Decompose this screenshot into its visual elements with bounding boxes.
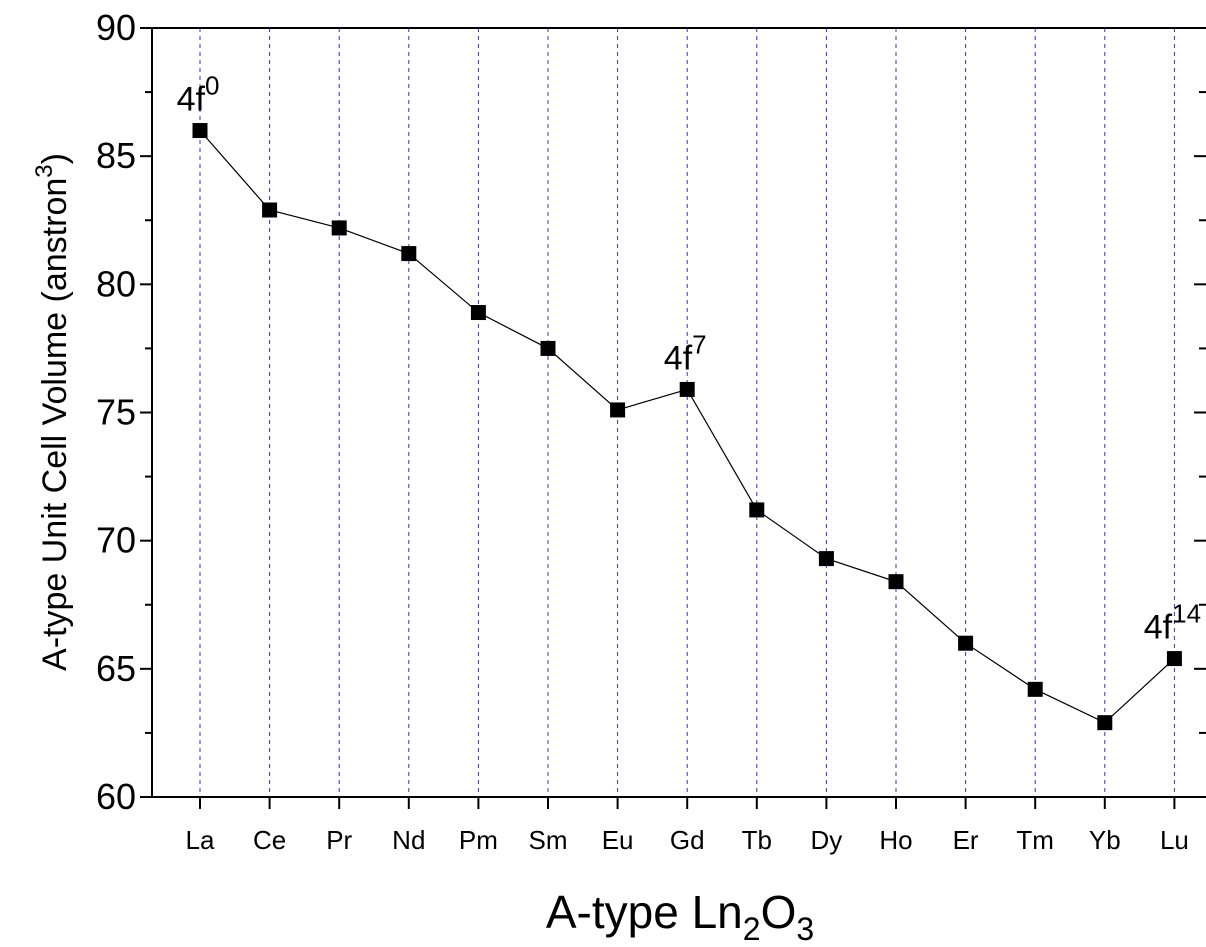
data-point-Ce [262, 202, 278, 218]
xtick-label-Tm: Tm [1016, 825, 1054, 855]
xtick-label-Er: Er [953, 825, 979, 855]
xtick-label-La: La [186, 825, 215, 855]
ytick-label-90: 90 [96, 7, 136, 48]
ytick-label-60: 60 [96, 776, 136, 817]
ytick-label-75: 75 [96, 392, 136, 433]
tick-marks [140, 27, 1206, 809]
xtick-label-Eu: Eu [602, 825, 634, 855]
data-point-Dy [818, 551, 834, 567]
series-line-0 [199, 130, 1175, 724]
ytick-label-70: 70 [96, 520, 136, 561]
data-point-Er [958, 635, 974, 651]
x-tick-labels: La Ce Pr Nd Pm Sm Eu Gd Tb Dy Ho Er Tm Yb Lu [186, 825, 1189, 855]
xtick-label-Pr: Pr [326, 825, 352, 855]
data-point-Pr [331, 220, 347, 236]
xtick-label-Dy: Dy [811, 825, 843, 855]
y-tick-labels: 60 65 70 75 80 85 90 [96, 7, 136, 817]
axes [151, 27, 1206, 798]
annotation-Gd: 4f7 [664, 329, 707, 377]
xtick-label-Gd: Gd [670, 825, 705, 855]
data-point-Nd [401, 246, 417, 262]
xtick-label-Nd: Nd [392, 825, 425, 855]
data-point-Gd [679, 381, 695, 397]
annotation-La: 4f0 [177, 71, 220, 119]
xtick-label-Lu: Lu [1160, 825, 1189, 855]
data-point-Pm [470, 305, 486, 321]
ytick-label-65: 65 [96, 648, 136, 689]
series-group [192, 123, 1182, 731]
data-point-Yb [1097, 715, 1113, 731]
ytick-label-80: 80 [96, 263, 136, 304]
xtick-label-Ce: Ce [253, 825, 286, 855]
xtick-label-Tb: Tb [742, 825, 772, 855]
xtick-label-Sm: Sm [529, 825, 568, 855]
data-point-Tm [1027, 681, 1043, 697]
xtick-label-Pm: Pm [459, 825, 498, 855]
data-point-Ho [888, 574, 904, 590]
data-point-Eu [610, 402, 626, 418]
annotations: 4f0 4f7 4f14 [177, 71, 1201, 647]
annotation-Lu: 4f14 [1144, 599, 1201, 647]
vertical-gridlines [199, 28, 1175, 797]
xtick-label-Yb: Yb [1089, 825, 1121, 855]
data-point-Tb [749, 502, 765, 518]
data-point-Sm [540, 340, 556, 356]
y-axis-label: A-type Unit Cell Volume (anstron3) [31, 153, 74, 671]
ytick-label-85: 85 [96, 135, 136, 176]
data-point-Lu [1166, 651, 1182, 667]
xtick-label-Ho: Ho [879, 825, 912, 855]
x-axis-label: A-type Ln2O3 [546, 886, 814, 947]
data-point-La [192, 123, 208, 139]
